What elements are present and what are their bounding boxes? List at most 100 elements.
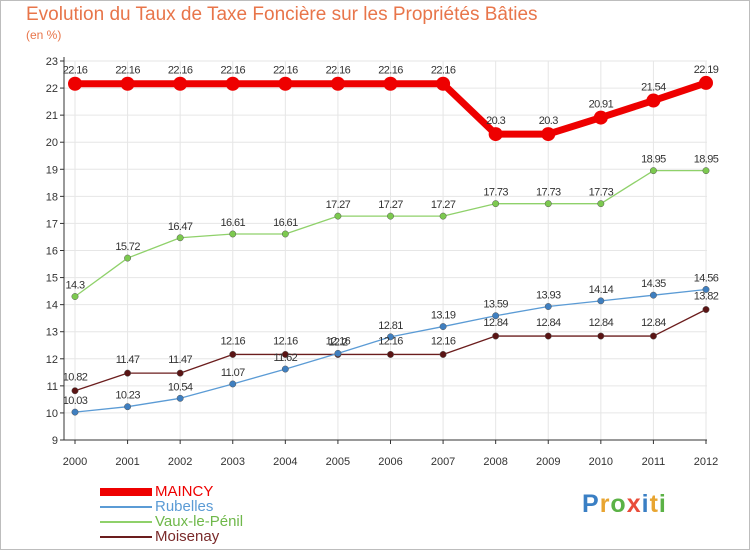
- data-point-vaux-le-p-nil-2009: [544, 200, 552, 208]
- data-point-moisenay-2002: [176, 369, 184, 377]
- x-tick-label-2002: 2002: [168, 456, 192, 468]
- data-label-moisenay-2001: 11.47: [116, 354, 140, 366]
- data-label-moisenay-2006: 12.16: [378, 335, 403, 347]
- data-label-moisenay-2003: 12.16: [220, 335, 245, 347]
- y-tick-label-9: 9: [52, 435, 58, 447]
- data-label-vaux-le-p-nil-2010: 17.73: [589, 187, 614, 199]
- logo-letter: i: [658, 490, 667, 518]
- data-label-maincy-2010: 20.91: [589, 99, 614, 111]
- logo-letter: i: [641, 490, 650, 518]
- data-point-maincy-2000: [68, 76, 82, 91]
- data-label-rubelles-2004: 11.62: [273, 352, 297, 364]
- x-tick-label-2011: 2011: [642, 456, 666, 468]
- data-point-vaux-le-p-nil-2007: [439, 212, 447, 220]
- data-point-vaux-le-p-nil-2004: [281, 230, 289, 238]
- data-point-maincy-2010: [593, 110, 608, 125]
- data-label-maincy-2005: 22.16: [326, 65, 351, 77]
- y-tick-label-13: 13: [46, 327, 58, 339]
- logo-letter: t: [649, 490, 659, 518]
- data-point-moisenay-2006: [387, 351, 394, 358]
- data-label-vaux-le-p-nil-2005: 17.27: [326, 199, 351, 211]
- y-tick-label-15: 15: [46, 273, 58, 285]
- data-label-maincy-2009: 20.3: [539, 115, 558, 127]
- data-label-rubelles-2011: 14.35: [641, 278, 666, 290]
- data-label-rubelles-2006: 12.81: [378, 320, 403, 332]
- data-point-moisenay-2010: [597, 332, 605, 340]
- data-point-rubelles-2007: [439, 323, 447, 331]
- data-point-rubelles-2004: [281, 365, 289, 373]
- data-point-maincy-2002: [173, 76, 188, 91]
- data-point-maincy-2005: [330, 76, 345, 91]
- data-point-rubelles-2002: [176, 394, 184, 402]
- data-label-vaux-le-p-nil-2012: 18.95: [694, 154, 719, 166]
- data-label-maincy-2002: 22.16: [168, 65, 193, 77]
- y-tick-label-20: 20: [46, 137, 58, 149]
- y-tick-label-10: 10: [46, 408, 58, 420]
- data-label-maincy-2004: 22.16: [273, 65, 298, 77]
- data-label-moisenay-2000: 10.82: [63, 372, 88, 384]
- data-point-vaux-le-p-nil-2008: [492, 200, 500, 208]
- data-point-maincy-2004: [278, 76, 293, 91]
- data-point-moisenay-2001: [124, 369, 132, 377]
- data-point-rubelles-2005: [334, 349, 342, 357]
- data-point-vaux-le-p-nil-2002: [176, 234, 184, 242]
- data-point-moisenay-2011: [649, 332, 657, 340]
- data-point-maincy-2011: [646, 93, 661, 108]
- data-label-rubelles-2003: 11.07: [221, 367, 245, 379]
- legend-label-rubelles: Rubelles: [155, 498, 214, 515]
- data-label-maincy-2011: 21.54: [641, 82, 666, 94]
- legend-label-maincy: MAINCY: [155, 483, 214, 500]
- data-label-rubelles-2001: 10.23: [115, 390, 140, 402]
- data-point-vaux-le-p-nil-2000: [71, 293, 79, 300]
- x-tick-label-2006: 2006: [378, 456, 402, 468]
- data-label-rubelles-2009: 13.93: [536, 290, 561, 302]
- data-point-maincy-2012: [699, 75, 713, 90]
- data-label-vaux-le-p-nil-2009: 17.73: [536, 187, 561, 199]
- data-point-rubelles-2011: [649, 291, 657, 299]
- data-label-rubelles-2007: 13.19: [431, 310, 456, 322]
- logo-letter: x: [626, 490, 642, 518]
- logo-letter: P: [582, 490, 600, 518]
- data-label-vaux-le-p-nil-2011: 18.95: [641, 154, 666, 166]
- data-point-vaux-le-p-nil-2011: [649, 167, 657, 175]
- data-point-moisenay-2003: [229, 351, 237, 358]
- data-point-moisenay-2004: [281, 351, 289, 358]
- data-point-rubelles-2012: [702, 286, 710, 293]
- data-point-rubelles-2008: [492, 312, 500, 320]
- data-label-vaux-le-p-nil-2002: 16.47: [168, 221, 193, 233]
- data-label-moisenay-2012: 13.82: [694, 291, 719, 303]
- data-label-rubelles-2005: 12.2: [328, 336, 347, 348]
- y-tick-label-18: 18: [46, 191, 58, 203]
- data-label-vaux-le-p-nil-2006: 17.27: [378, 199, 403, 211]
- y-tick-label-23: 23: [46, 56, 58, 68]
- data-label-vaux-le-p-nil-2004: 16.61: [273, 217, 298, 229]
- x-tick-label-2007: 2007: [431, 456, 455, 468]
- proxiti-logo: Proxiti: [582, 490, 667, 519]
- data-label-rubelles-2012: 14.56: [694, 272, 719, 284]
- data-point-rubelles-2010: [597, 297, 605, 305]
- data-label-moisenay-2009: 12.84: [536, 317, 561, 329]
- data-point-vaux-le-p-nil-2005: [334, 212, 342, 220]
- data-point-rubelles-2006: [387, 333, 394, 341]
- data-point-maincy-2008: [488, 127, 503, 142]
- x-tick-label-2012: 2012: [694, 456, 718, 468]
- data-point-maincy-2003: [225, 76, 240, 91]
- data-point-vaux-le-p-nil-2012: [702, 167, 710, 175]
- data-point-vaux-le-p-nil-2010: [597, 200, 605, 208]
- data-point-rubelles-2000: [71, 408, 79, 416]
- data-point-rubelles-2009: [544, 303, 552, 310]
- x-tick-label-2010: 2010: [589, 456, 613, 468]
- logo-letter: o: [610, 490, 627, 518]
- data-label-maincy-2012: 22.19: [694, 64, 719, 76]
- data-point-maincy-2001: [120, 76, 135, 91]
- legend-label-vaux-le-p-nil: Vaux-le-Pénil: [155, 513, 244, 530]
- data-label-rubelles-2010: 14.14: [589, 284, 614, 296]
- data-point-vaux-le-p-nil-2006: [387, 212, 394, 220]
- chart-title: Evolution du Taux de Taxe Foncière sur l…: [26, 4, 538, 25]
- data-label-vaux-le-p-nil-2003: 16.61: [220, 217, 245, 229]
- data-label-maincy-2006: 22.16: [378, 65, 403, 77]
- data-point-moisenay-2000: [71, 387, 79, 395]
- data-point-maincy-2009: [541, 127, 556, 142]
